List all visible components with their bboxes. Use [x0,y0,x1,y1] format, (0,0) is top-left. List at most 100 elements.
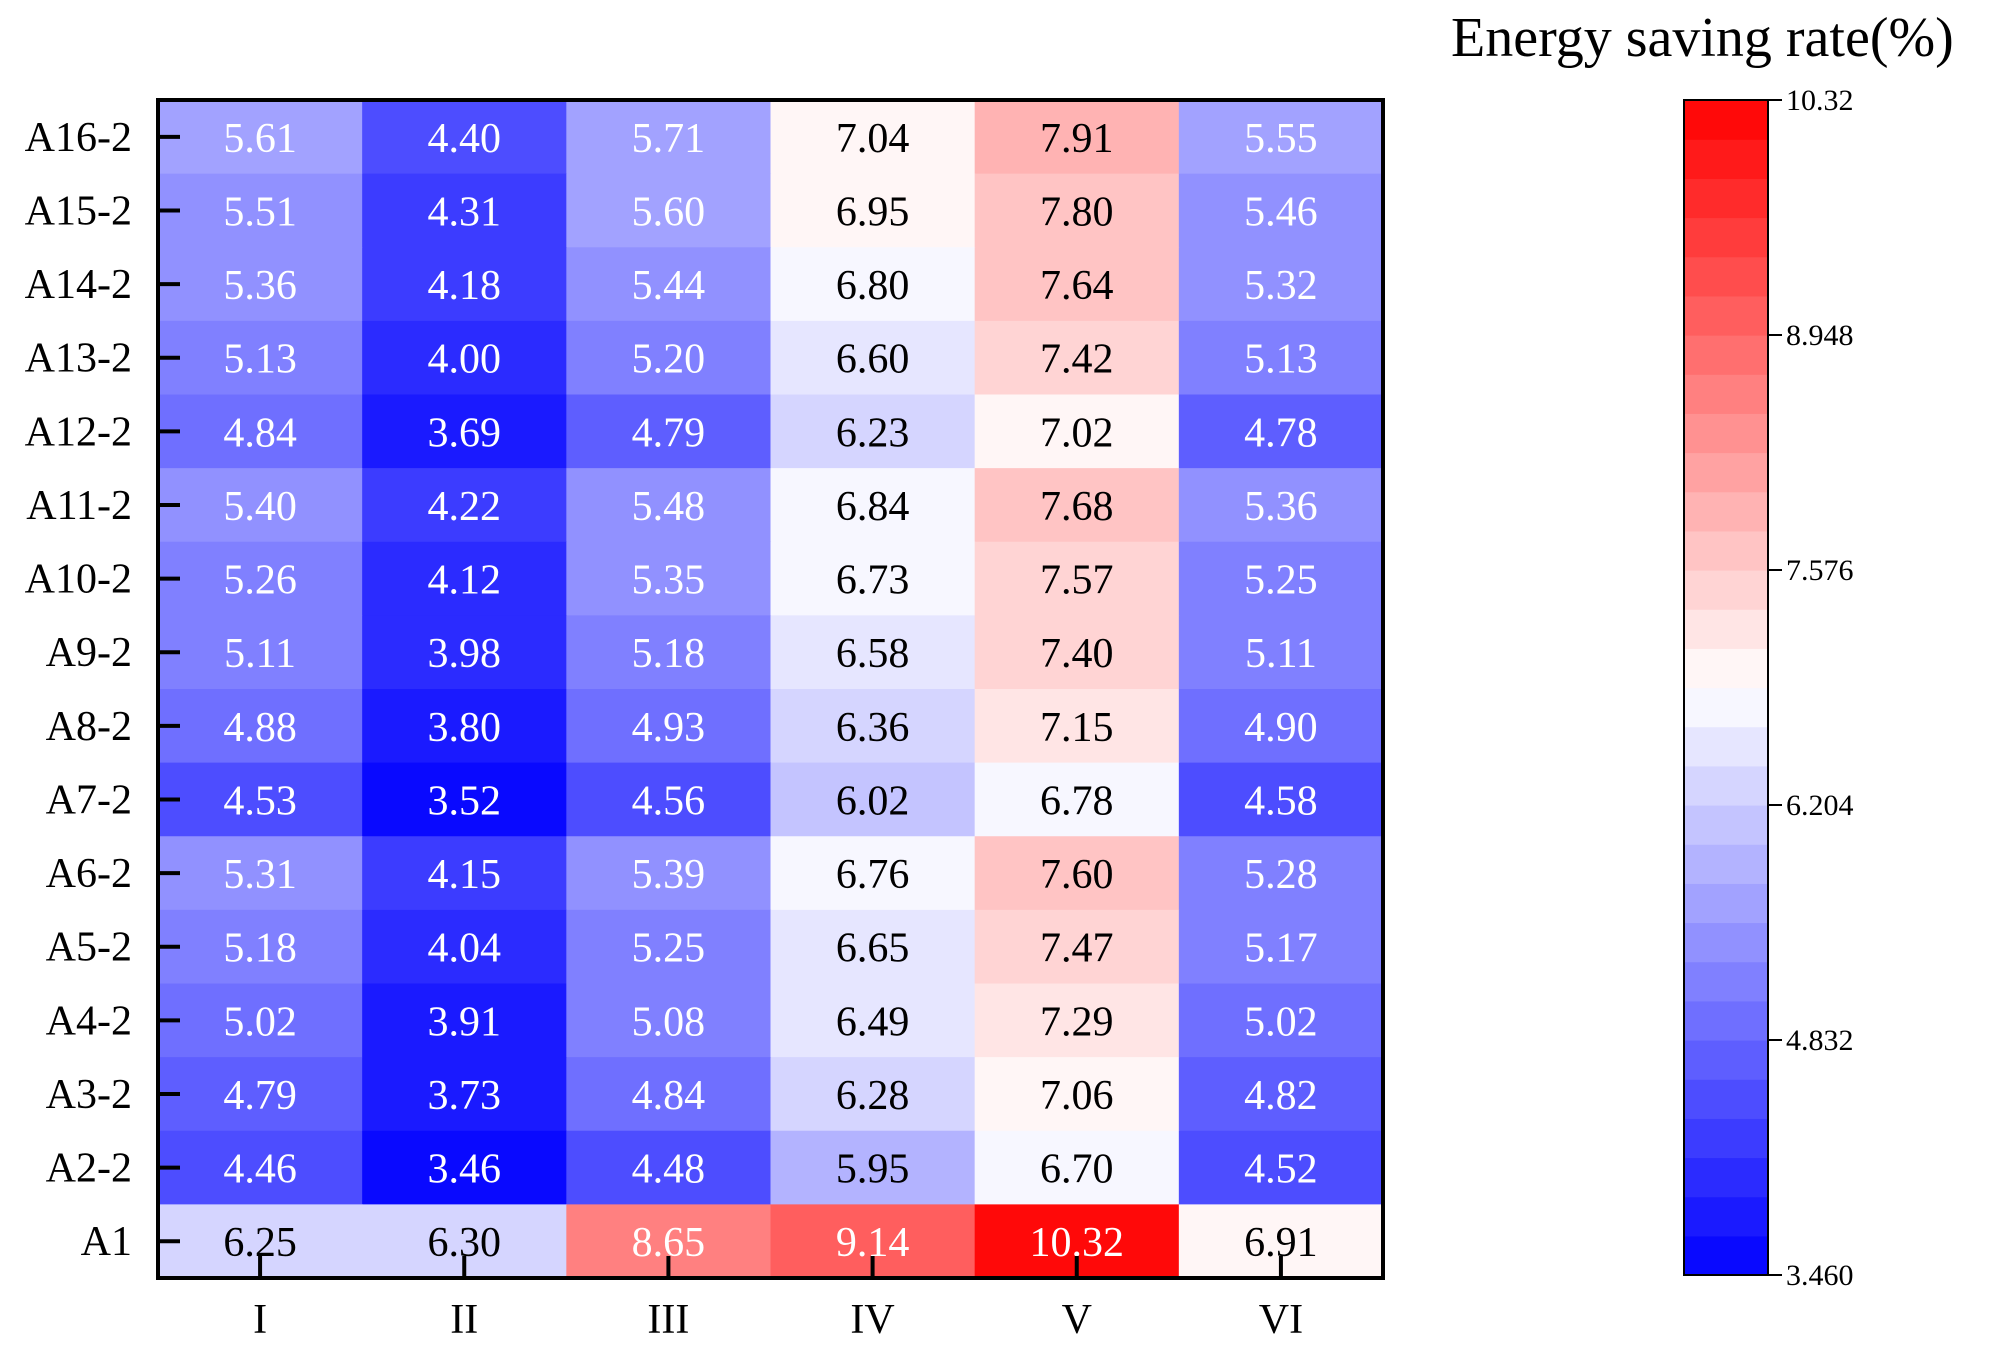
cell-value-label: 4.93 [632,705,706,751]
cell-value-label: 6.95 [836,189,910,235]
heatmap-cell [566,909,772,985]
colorbar-segment [1684,570,1768,610]
colorbar-tick-label: 10.32 [1786,84,1854,117]
cell-value-label: 4.78 [1244,410,1318,456]
cell-value-label: 4.48 [632,1147,706,1193]
x-tick-label: VI [1259,1297,1303,1343]
colorbar-tick-label: 6.204 [1786,789,1854,822]
colorbar-segment [1684,726,1768,767]
cell-value-label: 4.84 [632,1073,706,1119]
colorbar-frame [1683,99,1769,1276]
heatmap-cell [1178,173,1384,248]
heatmap-cell [770,1130,976,1205]
cell-value-label: 5.25 [632,926,706,972]
heatmap-cell-labels: 5.61 4.40 5.71 7.04 7.91 5.55 5.51 4.31 5.60 6.95… [223,116,1317,1266]
cell-value-label: 4.84 [223,410,297,456]
heatmap-cell [566,615,772,690]
cell-value-label: 5.39 [632,852,706,898]
colorbar-segment [1684,335,1768,375]
cell-value-label: 6.49 [836,999,910,1045]
cell-value-label: 5.60 [632,189,706,235]
colorbar-tick-label: 3.460 [1786,1259,1854,1292]
heatmap-cell [974,541,1180,616]
y-tick-label: A9-2 [46,630,132,676]
colorbar-segment [1684,883,1768,924]
heatmap-cell [974,320,1180,396]
cell-value-label: 6.80 [836,263,910,309]
colorbar-segment [1684,1235,1768,1276]
x-axis: I II III IV V VI [253,1256,1303,1343]
y-tick-label: A13-2 [25,336,132,382]
heatmap-cell [1178,762,1384,837]
cell-value-label: 7.15 [1040,705,1114,751]
cell-value-label: 7.04 [836,116,910,162]
colorbar-segment [1684,491,1768,532]
heatmap-cell [362,394,567,469]
cell-value-label: 4.88 [223,705,297,751]
cell-value-label: 6.70 [1040,1147,1114,1193]
cell-value-label: 6.84 [836,484,910,530]
x-tick-label: II [450,1297,478,1343]
colorbar-segment [1684,217,1768,258]
cell-value-label: 6.28 [836,1073,910,1119]
heatmap-cell [770,1057,976,1132]
cell-value-label: 5.02 [223,999,297,1045]
cell-value-label: 3.46 [428,1147,502,1193]
cell-value-label: 3.80 [428,705,502,751]
heatmap-cell [770,762,976,837]
cell-value-label: 5.13 [223,337,297,383]
heatmap-cell [158,541,363,616]
heatmap-cell [974,762,1180,837]
heatmap-cell [158,983,363,1058]
heatmap-cell [566,468,772,543]
cell-value-label: 4.18 [428,263,502,309]
y-tick-label: A16-2 [25,115,132,161]
y-tick-label: A2-2 [46,1146,132,1192]
heatmap-cell [362,909,567,985]
cell-value-label: 4.00 [428,337,502,383]
heatmap-cell [770,100,976,175]
cell-value-label: 7.80 [1040,189,1114,235]
x-tick-label: IV [850,1297,894,1343]
cell-value-label: 5.36 [1244,484,1318,530]
cell-value-label: 5.20 [632,337,706,383]
heatmap-cell [770,836,976,911]
heatmap-cell [362,173,567,248]
cell-value-label: 7.29 [1040,999,1114,1045]
cell-value-label: 6.76 [836,852,910,898]
cell-value-label: 7.02 [1040,410,1114,456]
cell-value-label: 4.12 [428,558,502,604]
cell-value-label: 4.53 [223,778,297,824]
heatmap-cell [362,541,567,616]
heatmap-cell [770,983,976,1058]
cell-value-label: 4.31 [428,189,502,235]
cell-value-label: 6.60 [836,337,910,383]
heatmap-cell [1178,247,1384,322]
colorbar-segment [1684,961,1768,1002]
y-tick-label: A1 [81,1219,132,1265]
cell-value-label: 5.61 [223,116,297,162]
cell-value-label: 4.90 [1244,705,1318,751]
y-tick-label: A15-2 [25,188,132,234]
heatmap-cell [566,100,772,175]
cell-value-label: 5.31 [223,852,297,898]
y-tick-label: A12-2 [25,409,132,455]
cell-value-label: 4.15 [428,852,502,898]
heatmap-cell [566,173,772,248]
heatmap-cell [158,1130,363,1205]
heatmap-cell [974,909,1180,985]
x-tick-label: V [1062,1297,1092,1343]
heatmap-cell [770,394,976,469]
heatmap-cell [974,615,1180,690]
colorbar-segment [1684,1079,1768,1119]
heatmap-cell [974,983,1180,1058]
colorbar-segment [1684,530,1768,571]
cell-value-label: 4.58 [1244,778,1318,824]
cell-value-label: 4.04 [428,926,502,972]
colorbar-segment [1684,1196,1768,1237]
y-tick-label: A8-2 [46,704,132,750]
cell-value-label: 7.40 [1040,631,1114,677]
heatmap-cell [566,689,772,764]
plot-frame [156,98,1385,1280]
cell-value-label: 5.26 [223,558,297,604]
